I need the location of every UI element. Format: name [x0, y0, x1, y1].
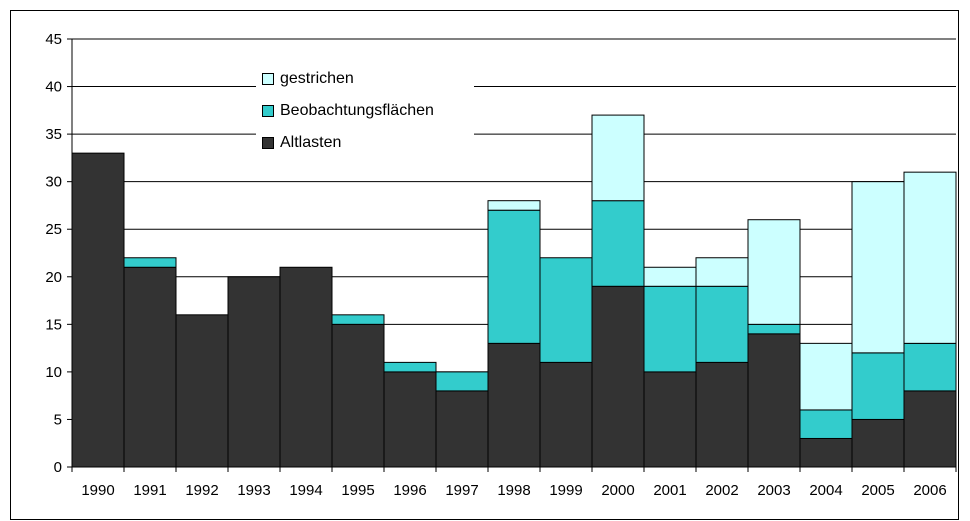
y-tick-label: 20	[45, 269, 62, 286]
legend: gestrichen Beobachtungsflächen Altlasten	[256, 62, 474, 170]
legend-item-gestrichen: gestrichen	[262, 68, 354, 90]
legend-label-beobachtungsflaechen: Beobachtungsflächen	[280, 102, 434, 119]
bar-beobachtungsfl-chen-2006	[903, 342, 957, 392]
bar-beobachtungsfl-chen-2003	[747, 323, 801, 335]
bar-beobachtungsfl-chen-2005	[851, 352, 905, 420]
x-tick-label: 1991	[133, 482, 166, 499]
y-tick-label: 10	[45, 364, 62, 381]
bar-beobachtungsfl-chen-1997	[435, 371, 489, 392]
bar-gestrichen-1998	[487, 200, 541, 211]
legend-swatch-altlasten	[262, 137, 274, 149]
y-tick-label: 5	[54, 411, 62, 428]
legend-swatch-gestrichen	[262, 73, 274, 85]
x-tick-label: 1998	[497, 482, 530, 499]
bar-gestrichen-2001	[643, 266, 697, 287]
bar-gestrichen-2004	[799, 342, 853, 411]
x-tick-label: 2005	[861, 482, 894, 499]
bar-altlasten-2000	[591, 285, 645, 468]
bar-altlasten-2002	[695, 361, 749, 468]
x-tick-label: 1997	[445, 482, 478, 499]
bar-altlasten-2005	[851, 418, 905, 468]
bar-altlasten-2004	[799, 437, 853, 468]
legend-item-beobachtungsflaechen: Beobachtungsflächen	[262, 100, 434, 122]
bar-altlasten-1997	[435, 390, 489, 468]
x-tick-label: 1992	[185, 482, 218, 499]
x-tick-label: 1993	[237, 482, 270, 499]
y-tick-label: 40	[45, 79, 62, 96]
bar-gestrichen-2003	[747, 219, 801, 325]
bar-altlasten-1992	[175, 314, 229, 468]
bar-beobachtungsfl-chen-1991	[123, 257, 177, 268]
bars	[71, 114, 957, 468]
x-tick-label: 2006	[913, 482, 946, 499]
bar-altlasten-2006	[903, 390, 957, 468]
bar-altlasten-1996	[383, 371, 437, 468]
x-tick-label: 1990	[81, 482, 114, 499]
x-tick-label: 2001	[653, 482, 686, 499]
x-tick-label: 1994	[289, 482, 322, 499]
x-tick-label: 2002	[705, 482, 738, 499]
bar-beobachtungsfl-chen-2000	[591, 200, 645, 287]
bar-gestrichen-2002	[695, 257, 749, 287]
y-tick-label: 30	[45, 174, 62, 191]
x-tick-labels: 1990 1991 1992 1993 1994 1995 1996 1997 1998 1999…	[81, 482, 946, 499]
bar-beobachtungsfl-chen-2002	[695, 285, 749, 363]
axes	[67, 38, 957, 472]
bar-altlasten-1995	[331, 323, 385, 468]
bar-beobachtungsfl-chen-2004	[799, 409, 853, 439]
y-tick-labels: 0 5 10 15 20 25 30 35 40 45	[45, 31, 62, 476]
bar-beobachtungsfl-chen-1999	[539, 257, 593, 363]
bar-altlasten-1994	[279, 266, 333, 468]
y-tick-label: 0	[54, 459, 62, 476]
bar-beobachtungsfl-chen-2001	[643, 285, 697, 373]
bar-beobachtungsfl-chen-1995	[331, 314, 385, 325]
bar-altlasten-1999	[539, 361, 593, 468]
bar-altlasten-1993	[227, 276, 281, 468]
y-tick-label: 15	[45, 316, 62, 333]
x-tick-label: 2004	[809, 482, 842, 499]
x-tick-label: 1995	[341, 482, 374, 499]
bar-gestrichen-2005	[851, 181, 905, 354]
legend-item-altlasten: Altlasten	[262, 132, 341, 154]
x-tick-label: 2003	[757, 482, 790, 499]
legend-label-gestrichen: gestrichen	[280, 70, 354, 87]
bar-beobachtungsfl-chen-1998	[487, 209, 541, 344]
bar-gestrichen-2000	[591, 114, 645, 202]
legend-swatch-beobachtungsflaechen	[262, 105, 274, 117]
bar-altlasten-2003	[747, 333, 801, 468]
x-tick-label: 1999	[549, 482, 582, 499]
legend-label-altlasten: Altlasten	[280, 134, 342, 151]
y-tick-label: 25	[45, 221, 62, 238]
bar-altlasten-1998	[487, 342, 541, 468]
x-tick-label: 2000	[601, 482, 634, 499]
bar-gestrichen-2006	[903, 171, 957, 344]
y-tick-label: 45	[45, 31, 62, 48]
y-tick-label: 35	[45, 126, 62, 143]
bar-altlasten-1990	[71, 152, 125, 468]
bar-altlasten-2001	[643, 371, 697, 468]
x-tick-label: 1996	[393, 482, 426, 499]
bar-altlasten-1991	[123, 266, 177, 468]
bar-beobachtungsfl-chen-1996	[383, 361, 437, 373]
